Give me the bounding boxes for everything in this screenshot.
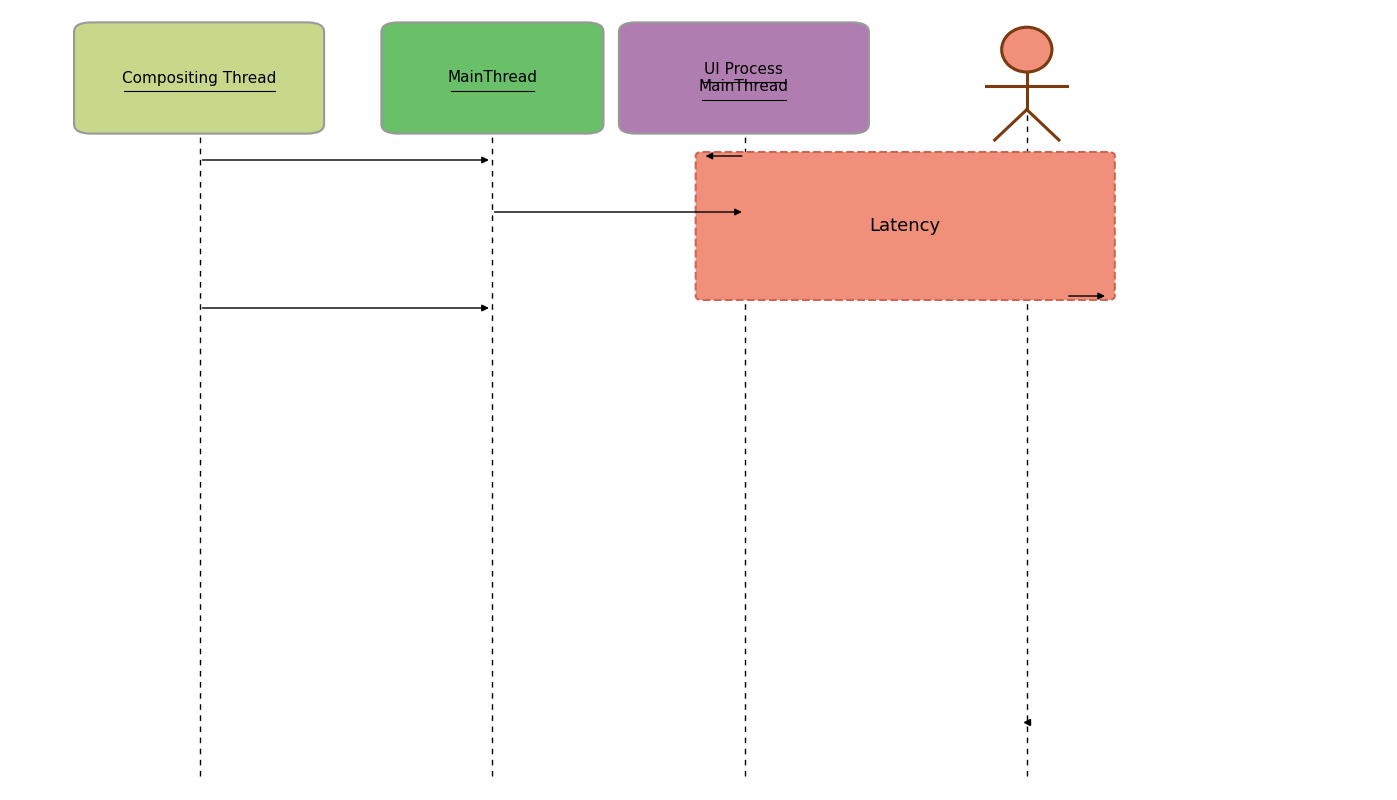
FancyBboxPatch shape bbox=[74, 22, 324, 134]
FancyBboxPatch shape bbox=[619, 22, 869, 134]
Text: Latency: Latency bbox=[870, 217, 940, 235]
Text: MainThread: MainThread bbox=[447, 70, 538, 86]
Text: Compositing Thread: Compositing Thread bbox=[122, 70, 277, 86]
Ellipse shape bbox=[1002, 27, 1052, 72]
FancyBboxPatch shape bbox=[381, 22, 604, 134]
FancyBboxPatch shape bbox=[696, 152, 1115, 300]
Text: MainThread: MainThread bbox=[698, 79, 789, 94]
Text: UI Process: UI Process bbox=[704, 62, 784, 77]
